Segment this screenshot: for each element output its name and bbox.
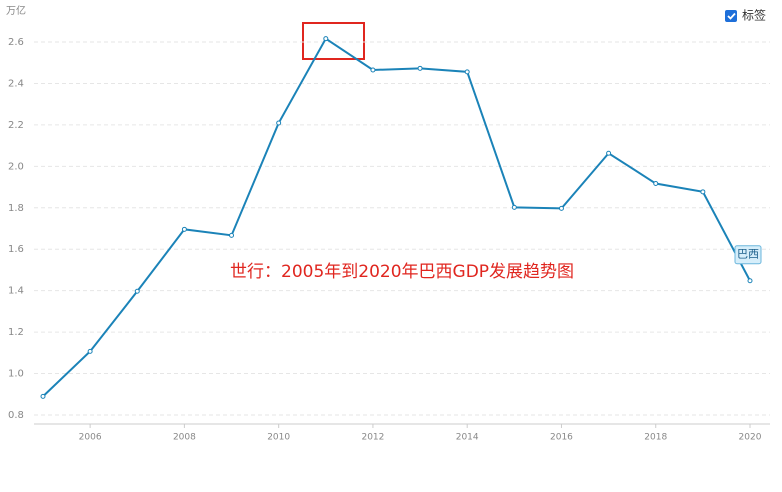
data-point <box>464 69 470 75</box>
x-tick-label: 2016 <box>550 433 573 443</box>
data-point <box>700 189 706 195</box>
data-point <box>747 278 753 284</box>
data-point <box>558 205 564 211</box>
data-point <box>370 67 376 73</box>
data-point <box>181 226 187 232</box>
data-point <box>653 181 659 187</box>
highlight-box <box>302 22 365 60</box>
y-tick-label: 2.4 <box>8 78 24 89</box>
y-tick-label: 1.0 <box>8 369 24 380</box>
data-point <box>134 288 140 294</box>
x-tick-label: 2012 <box>361 433 384 443</box>
x-tick-label: 2018 <box>644 433 667 443</box>
y-tick-label: 0.8 <box>8 410 24 421</box>
series-label: 巴西 <box>737 248 759 261</box>
x-tick-label: 2006 <box>79 433 102 443</box>
checkbox[interactable] <box>725 10 737 22</box>
data-point <box>276 120 282 126</box>
x-tick-label: 2010 <box>267 433 290 443</box>
y-tick-label: 2.0 <box>8 161 24 172</box>
y-tick-label: 1.2 <box>8 327 24 338</box>
y-tick-label: 2.2 <box>8 120 24 131</box>
label-toggle[interactable]: 标签 <box>725 8 766 23</box>
y-tick-label: 2.6 <box>8 37 24 48</box>
y-tick-label: 1.8 <box>8 203 24 214</box>
toggle-label[interactable]: 标签 <box>742 8 766 23</box>
y-tick-label: 1.4 <box>8 286 24 297</box>
y-tick-label: 1.6 <box>8 244 24 255</box>
data-point <box>606 150 612 156</box>
data-point <box>323 36 329 42</box>
data-point <box>87 348 93 354</box>
x-tick-label: 2020 <box>739 433 762 443</box>
annotation: 世行：2005年到2020年巴西GDP发展趋势图 <box>230 262 574 282</box>
x-tick-label: 2014 <box>456 433 479 443</box>
data-point <box>417 65 423 71</box>
data-point <box>229 232 235 238</box>
series-label-box <box>734 245 762 265</box>
series-line <box>42 37 751 398</box>
data-point <box>40 393 46 399</box>
data-point <box>511 204 517 210</box>
check-icon <box>727 12 736 20</box>
x-tick-label: 2008 <box>173 433 196 443</box>
unit-label: 万亿 <box>6 4 26 17</box>
